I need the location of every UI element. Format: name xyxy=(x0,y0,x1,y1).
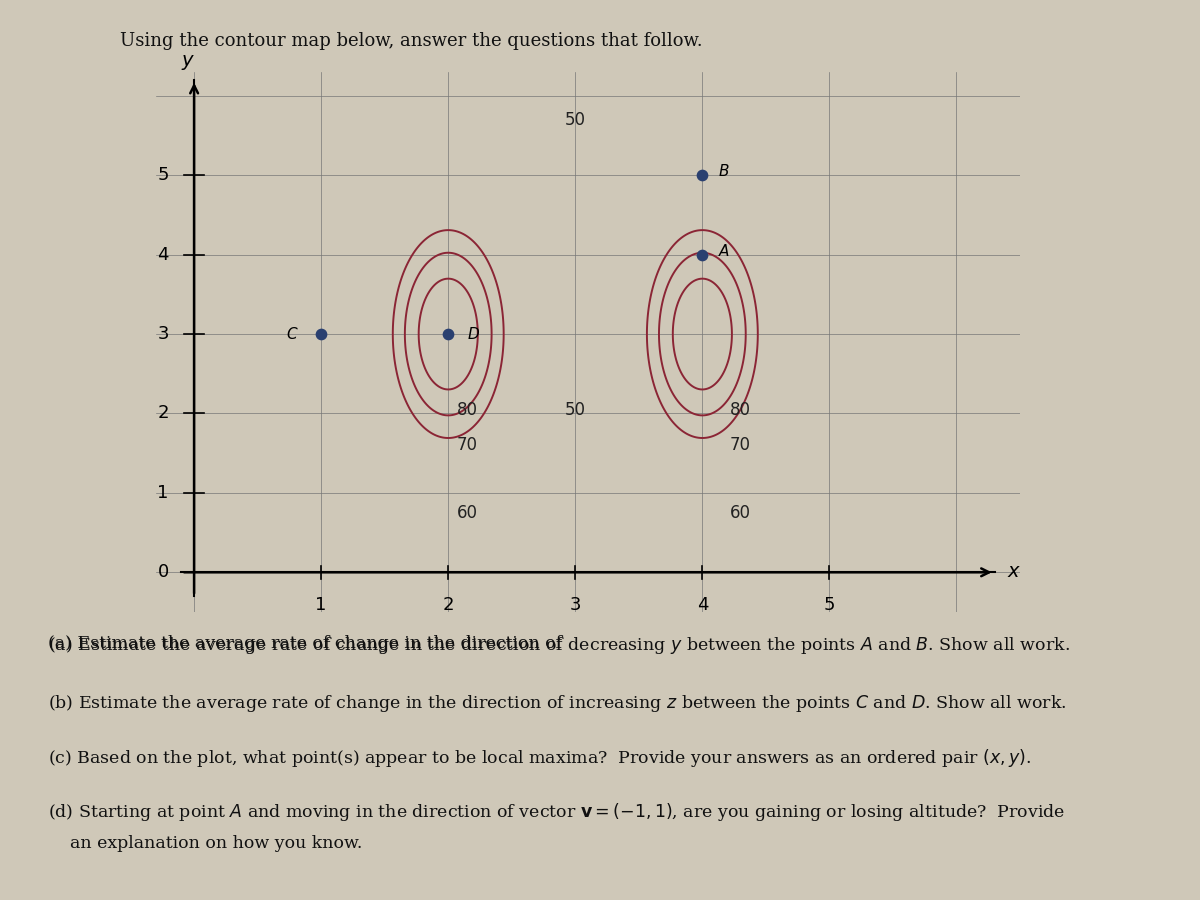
Text: an explanation on how you know.: an explanation on how you know. xyxy=(48,835,362,852)
Text: 4: 4 xyxy=(697,596,708,614)
Text: $y$: $y$ xyxy=(181,53,194,72)
Text: $B$: $B$ xyxy=(718,163,730,179)
Text: 4: 4 xyxy=(157,246,169,264)
Text: 5: 5 xyxy=(823,596,835,614)
Text: 50: 50 xyxy=(565,111,586,129)
Text: 2: 2 xyxy=(443,596,454,614)
Text: $C$: $C$ xyxy=(286,326,299,342)
Text: 50: 50 xyxy=(565,400,586,418)
Text: Using the contour map below, answer the questions that follow.: Using the contour map below, answer the … xyxy=(120,32,703,50)
Text: 70: 70 xyxy=(457,436,478,454)
Text: 5: 5 xyxy=(157,166,169,184)
Point xyxy=(439,327,458,341)
Text: 1: 1 xyxy=(316,596,326,614)
Text: 80: 80 xyxy=(730,400,751,418)
Text: (c) Based on the plot, what point(s) appear to be local maxima?  Provide your an: (c) Based on the plot, what point(s) app… xyxy=(48,747,1031,769)
Text: 60: 60 xyxy=(457,504,478,522)
Text: (d) Starting at point $A$ and moving in the direction of vector $\mathbf{v} = (-: (d) Starting at point $A$ and moving in … xyxy=(48,801,1066,823)
Text: 3: 3 xyxy=(570,596,581,614)
Text: (b) Estimate the average rate of change in the direction of increasing $z$ betwe: (b) Estimate the average rate of change … xyxy=(48,693,1067,714)
Text: $A$: $A$ xyxy=(718,243,730,258)
Point xyxy=(312,327,331,341)
Text: (a) Estimate the average rate of change in the direction of decreasing $y$ betwe: (a) Estimate the average rate of change … xyxy=(48,634,1070,655)
Text: 80: 80 xyxy=(457,400,478,418)
Point xyxy=(692,248,712,262)
Text: 1: 1 xyxy=(157,484,169,502)
Text: 70: 70 xyxy=(730,436,751,454)
Text: 60: 60 xyxy=(730,504,751,522)
Text: 0: 0 xyxy=(157,563,169,581)
Text: 2: 2 xyxy=(157,404,169,422)
Text: (a) Estimate the average rate of change in the direction of: (a) Estimate the average rate of change … xyxy=(48,634,568,652)
Point xyxy=(692,168,712,183)
Text: 3: 3 xyxy=(157,325,169,343)
Text: $x$: $x$ xyxy=(1007,563,1021,581)
Text: $D$: $D$ xyxy=(467,326,480,342)
